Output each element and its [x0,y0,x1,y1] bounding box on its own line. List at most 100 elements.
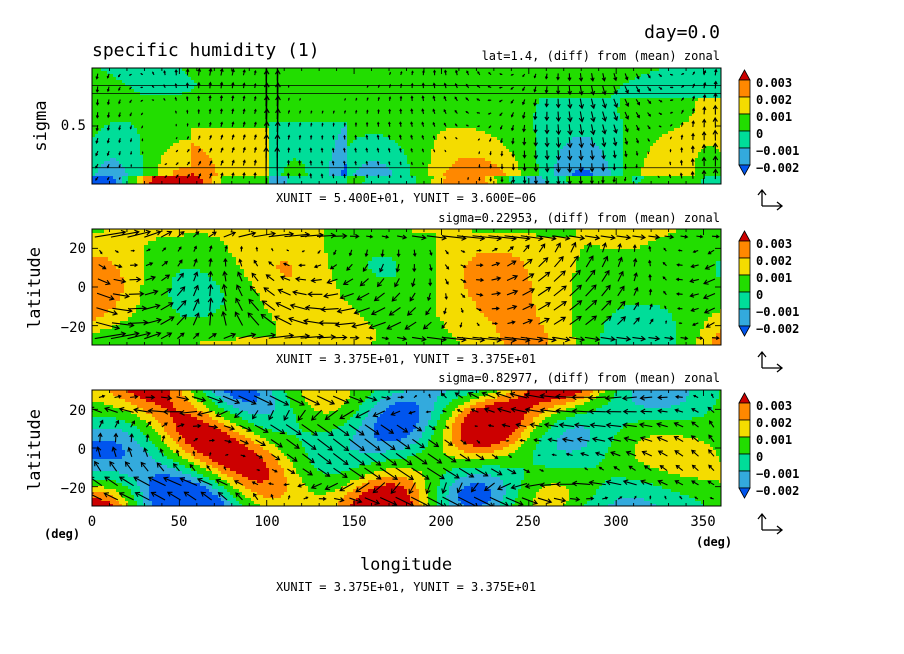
heatmap-cell [290,131,294,135]
heatmap-cell [122,104,126,108]
heatmap-cell [302,110,306,114]
heatmap-cell [389,89,393,93]
heatmap-cell [566,107,570,111]
heatmap-cell [272,110,276,114]
heatmap-cell [356,134,360,138]
heatmap-cell [500,122,504,126]
heatmap-cell [188,137,192,141]
heatmap-cell [410,101,414,105]
heatmap-cell [464,74,468,78]
heatmap-cell [113,77,117,81]
heatmap-cell [638,77,642,81]
heatmap-cell [611,107,615,111]
heatmap-cell [320,83,324,87]
heatmap-cell [311,137,315,141]
heatmap-cell [377,125,381,129]
heatmap-cell [494,137,498,141]
heatmap-cell [497,95,501,99]
heatmap-cell [473,74,477,78]
heatmap-cell [206,128,210,132]
heatmap-cell [545,122,549,126]
heatmap-cell [92,89,96,93]
heatmap-cell [173,77,177,81]
heatmap-cell [530,122,534,126]
heatmap-cell [644,107,648,111]
heatmap-cell [437,74,441,78]
heatmap-cell [188,116,192,120]
heatmap-cell [677,86,681,90]
heatmap-cell [410,128,414,132]
heatmap-cell [656,95,660,99]
heatmap-cell [554,107,558,111]
heatmap-cell [314,74,318,78]
heatmap-cell [176,71,180,75]
heatmap-cell [566,116,570,120]
heatmap-cell [386,86,390,90]
heatmap-cell [386,134,390,138]
heatmap-cell [617,110,621,114]
heatmap-cell [671,68,675,72]
heatmap-cell [620,116,624,120]
heatmap-cell [581,128,585,132]
heatmap-cell [332,116,336,120]
heatmap-cell [539,101,543,105]
heatmap-cell [182,134,186,138]
heatmap-cell [152,86,156,90]
heatmap-cell [317,131,321,135]
heatmap-cell [164,119,168,123]
heatmap-cell [248,89,252,93]
heatmap-cell [524,128,528,132]
heatmap-cell [704,113,708,117]
heatmap-cell [668,125,672,129]
heatmap-cell [392,131,396,135]
heatmap-cell [155,131,159,135]
heatmap-cell [428,74,432,78]
heatmap-cell [674,104,678,108]
heatmap-cell [359,83,363,87]
heatmap-cell [473,107,477,111]
heatmap-cell [536,113,540,117]
heatmap-cell [302,131,306,135]
heatmap-cell [521,98,525,102]
heatmap-cell [122,113,126,117]
heatmap-cell [578,86,582,90]
heatmap-cell [98,77,102,81]
heatmap-cell [314,89,318,93]
heatmap-cell [269,113,273,117]
heatmap-cell [341,68,345,72]
heatmap-cell [407,107,411,111]
heatmap-cell [707,86,711,90]
heatmap-cell [368,125,372,129]
heatmap-cell [170,137,174,141]
heatmap-cell [392,86,396,90]
heatmap-cell [617,119,621,123]
heatmap-cell [143,104,147,108]
heatmap-cell [392,101,396,105]
heatmap-cell [608,86,612,90]
heatmap-cell [221,137,225,141]
heatmap-cell [173,131,177,135]
heatmap-cell [371,98,375,102]
heatmap-cell [161,125,165,129]
heatmap-cell [503,122,507,126]
heatmap-cell [194,71,198,75]
heatmap-cell [290,110,294,114]
heatmap-cell [503,101,507,105]
heatmap-cell [683,122,687,126]
heatmap-cell [176,98,180,102]
heatmap-cell [266,98,270,102]
heatmap-cell [203,95,207,99]
heatmap-cell [551,122,555,126]
heatmap-cell [482,131,486,135]
heatmap-cell [686,110,690,114]
heatmap-cell [413,68,417,72]
heatmap-cell [296,68,300,72]
heatmap-cell [179,95,183,99]
heatmap-cell [317,101,321,105]
heatmap-cell [137,131,141,135]
heatmap-cell [422,110,426,114]
heatmap-cell [248,113,252,117]
heatmap-cell [494,122,498,126]
heatmap-cell [314,98,318,102]
heatmap-cell [179,80,183,84]
